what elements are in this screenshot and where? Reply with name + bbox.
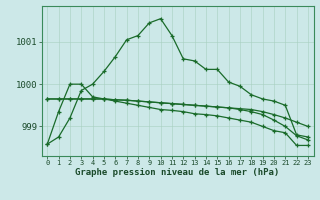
X-axis label: Graphe pression niveau de la mer (hPa): Graphe pression niveau de la mer (hPa) [76, 168, 280, 177]
